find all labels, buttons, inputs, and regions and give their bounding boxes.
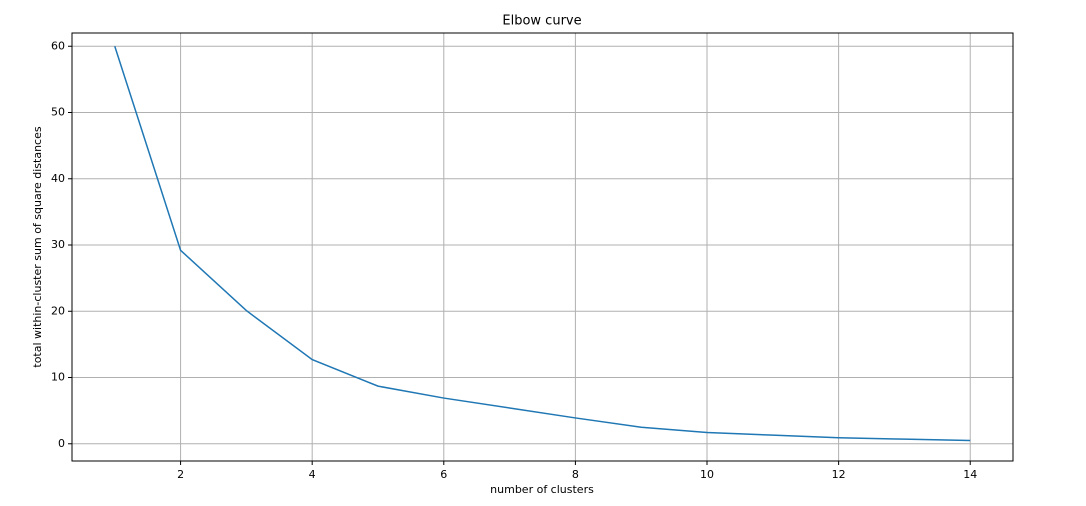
y-tick-label: 10 xyxy=(51,371,65,384)
y-tick-label: 20 xyxy=(51,304,65,317)
y-tick-label: 0 xyxy=(58,437,65,450)
y-tick-label: 40 xyxy=(51,172,65,185)
y-tick-label: 60 xyxy=(51,39,65,52)
x-axis-label: number of clusters xyxy=(490,483,594,496)
y-axis-label: total within-cluster sum of square dista… xyxy=(31,126,44,367)
x-tick-label: 2 xyxy=(177,468,184,481)
chart-title: Elbow curve xyxy=(502,14,581,29)
x-tick-label: 8 xyxy=(572,468,579,481)
x-tick-label: 12 xyxy=(832,468,846,481)
x-tick-label: 6 xyxy=(440,468,447,481)
x-tick-label: 10 xyxy=(700,468,714,481)
plot-frame xyxy=(71,32,1014,462)
data-line xyxy=(114,46,971,442)
y-tick-label: 30 xyxy=(51,238,65,251)
x-tick-label: 4 xyxy=(309,468,316,481)
x-tick-label: 14 xyxy=(963,468,977,481)
y-tick-label: 50 xyxy=(51,106,65,119)
